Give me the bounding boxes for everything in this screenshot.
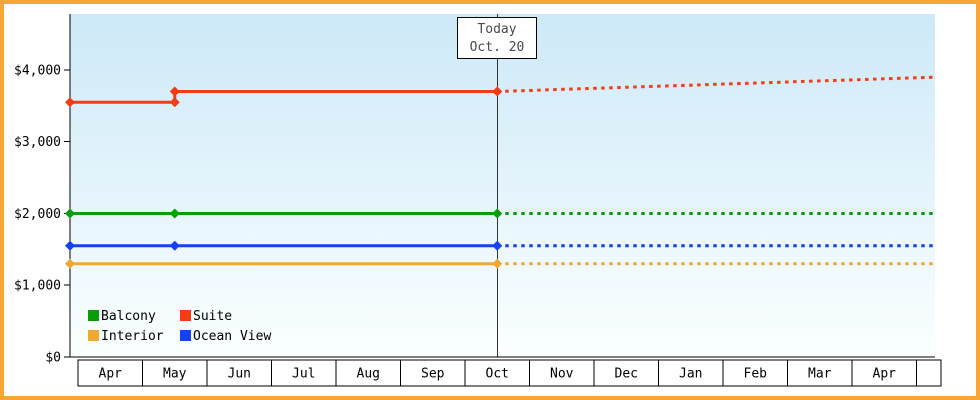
month-label-9: Jan xyxy=(679,367,702,382)
y-tick-label: $1,000 xyxy=(14,279,61,294)
marker-balcony xyxy=(492,208,503,219)
legend-swatch-suite xyxy=(180,310,191,321)
month-label-7: Nov xyxy=(550,367,574,382)
plot-area xyxy=(70,14,935,357)
y-tick-label: $4,000 xyxy=(14,63,61,78)
today-label-line2: Oct. 20 xyxy=(469,40,525,55)
marker-suite xyxy=(492,86,503,97)
marker-ocean-view xyxy=(65,240,75,251)
today-label-line1: Today xyxy=(477,22,517,37)
y-tick-label: $3,000 xyxy=(14,135,61,150)
legend-swatch-ocean-view xyxy=(180,330,191,341)
chart-canvas: $0 $1,000 $2,000 $3,000 $4,000 Balcony Suite In… xyxy=(14,14,942,387)
month-cell-7 xyxy=(529,359,595,387)
month-cell-11 xyxy=(787,359,853,387)
month-cell-0 xyxy=(77,359,143,387)
legend-swatch-interior xyxy=(88,330,99,341)
y-tick-label: $0 xyxy=(45,351,61,366)
month-label-5: Sep xyxy=(421,367,445,382)
month-label-8: Dec xyxy=(615,367,638,382)
month-cell-4 xyxy=(335,359,401,387)
month-cell-3 xyxy=(271,359,337,387)
legend-label-interior: Interior xyxy=(101,329,164,344)
month-cell-filler xyxy=(916,359,942,387)
legend-swatch-balcony xyxy=(88,310,99,321)
legend-label-balcony: Balcony xyxy=(101,309,156,324)
marker-suite xyxy=(65,97,75,108)
marker-balcony xyxy=(65,208,75,219)
marker-interior xyxy=(65,258,75,269)
marker-suite xyxy=(169,97,180,108)
y-tick-label: $2,000 xyxy=(14,207,61,222)
month-cell-1 xyxy=(142,359,208,387)
marker-ocean-view xyxy=(169,240,180,251)
marker-suite xyxy=(169,86,180,97)
marker-interior xyxy=(492,258,503,269)
month-label-11: Mar xyxy=(808,367,832,382)
month-label-3: Jul xyxy=(292,367,315,382)
month-cell-10 xyxy=(722,359,788,387)
marker-balcony xyxy=(169,208,180,219)
series-suite-forecast xyxy=(497,75,936,93)
marker-ocean-view xyxy=(492,240,503,251)
legend-label-ocean-view: Ocean View xyxy=(193,329,271,344)
today-marker-label: Today Oct. 20 xyxy=(457,17,537,59)
month-cell-8 xyxy=(593,359,659,387)
month-label-10: Feb xyxy=(744,367,768,382)
legend-label-suite: Suite xyxy=(193,309,232,324)
month-cell-9 xyxy=(658,359,724,387)
month-cell-12 xyxy=(851,359,917,387)
month-label-12: Apr xyxy=(873,367,897,382)
month-label-0: Apr xyxy=(99,367,123,382)
month-label-1: May xyxy=(163,367,187,382)
month-label-2: Jun xyxy=(228,367,251,382)
month-cell-5 xyxy=(400,359,466,387)
month-label-4: Aug xyxy=(357,367,380,382)
month-label-6: Oct xyxy=(486,367,509,382)
series-suite-solid xyxy=(70,89,498,104)
